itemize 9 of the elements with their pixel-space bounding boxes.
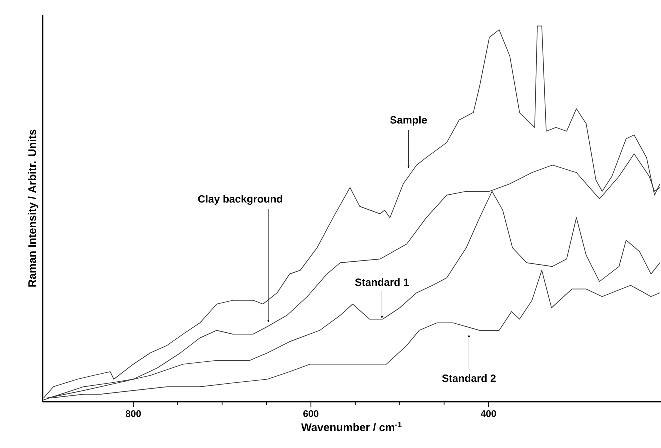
x-axis-title: Wavenumber / cm$^{-1}$ <box>301 422 402 432</box>
annotation: Clay background <box>198 195 282 206</box>
y-axis-title: Raman Intensity / Arbitr. Units <box>28 130 38 287</box>
x-tick-label: 800 <box>126 410 142 418</box>
annotation: Standard 1 <box>355 278 410 286</box>
x-tick-label: 400 <box>480 410 496 418</box>
x-tick-label: 600 <box>304 410 319 418</box>
annotation: Standard 2 <box>442 374 496 382</box>
annotation: Sample <box>390 116 428 126</box>
